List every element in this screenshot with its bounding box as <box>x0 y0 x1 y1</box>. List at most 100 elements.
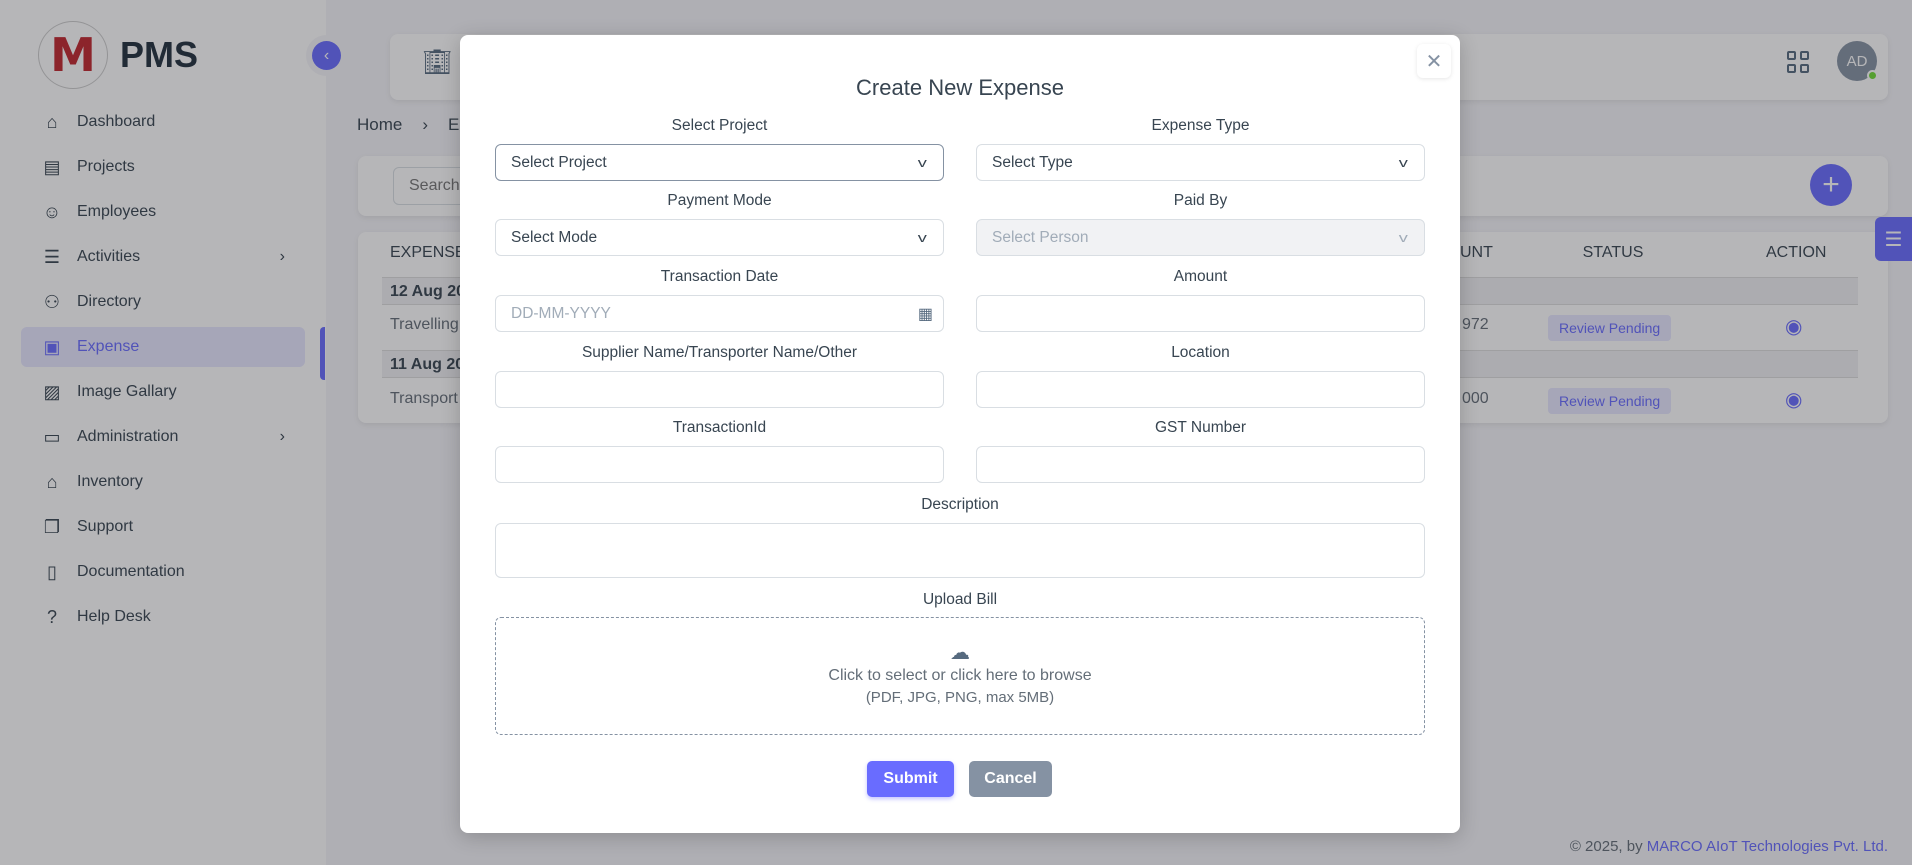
receipt-icon: ▣ <box>43 336 61 357</box>
label-transaction-date: Transaction Date <box>660 268 779 285</box>
sidebar-item-inventory[interactable]: ⌂ Inventory <box>21 462 305 502</box>
label-amount: Amount <box>1173 268 1228 285</box>
payment-mode-select[interactable]: Select Mode v <box>495 219 944 256</box>
sidebar-item-activities[interactable]: ☰ Activities › <box>21 237 305 277</box>
question-icon: ? <box>46 606 57 627</box>
sidebar-item-projects[interactable]: ▤ Projects <box>21 147 305 187</box>
footer-company-link[interactable]: MARCO AIoT Technologies Pvt. Ltd. <box>1646 838 1888 855</box>
status-badge: Review Pending <box>1548 315 1672 341</box>
location-input[interactable] <box>976 371 1425 408</box>
archive-icon: ▭ <box>43 426 61 447</box>
label-location: Location <box>1171 344 1230 361</box>
settings-sliders-icon[interactable]: ☰ <box>1875 217 1912 261</box>
sidebar-item-label: Documentation <box>77 563 185 580</box>
label-payment-mode: Payment Mode <box>667 192 772 209</box>
sidebar-item-label: Support <box>77 518 134 535</box>
sidebar-item-administration[interactable]: ▭ Administration › <box>21 417 305 457</box>
group-date: 11 Aug 20 <box>390 356 465 373</box>
book-icon: ▯ <box>47 561 57 582</box>
label-paid-by: Paid By <box>1173 192 1228 209</box>
col-header-amount: UNT <box>1460 244 1493 261</box>
close-icon[interactable]: ✕ <box>1417 44 1451 78</box>
status-badge: Review Pending <box>1548 388 1672 414</box>
calendar-icon[interactable]: ▦ <box>917 305 933 323</box>
description-textarea[interactable] <box>495 523 1425 578</box>
row-expense-type: Transport <box>390 390 458 407</box>
label-expense-type: Expense Type <box>1151 117 1250 134</box>
sidebar-item-help-desk[interactable]: ? Help Desk <box>21 597 305 637</box>
transaction-id-input[interactable] <box>495 446 944 483</box>
user-icon: ☺ <box>42 201 62 222</box>
row-amount: 972 <box>1462 316 1489 333</box>
sidebar-item-directory[interactable]: ⚇ Directory <box>21 282 305 322</box>
label-gst-number: GST Number <box>1154 419 1247 436</box>
sidebar-item-label: Employees <box>77 203 157 220</box>
sidebar-item-label: Expense <box>77 338 140 355</box>
gallery-icon: ▨ <box>43 381 61 402</box>
list-icon: ☰ <box>43 246 61 267</box>
group-date: 12 Aug 20 <box>390 283 465 300</box>
sidebar: M PMS ⌂ Dashboard ▤ Projects ☺ Employees ☰ Acti… <box>0 0 326 865</box>
sidebar-item-documentation[interactable]: ▯ Documentation <box>21 552 305 592</box>
view-eye-icon[interactable]: ◉ <box>1785 389 1803 411</box>
chevron-right-icon: › <box>422 115 429 134</box>
sidebar-item-image-gallary[interactable]: ▨ Image Gallary <box>21 372 305 412</box>
sidebar-item-label: Directory <box>77 293 142 310</box>
sidebar-item-support[interactable]: ❐ Support <box>21 507 305 547</box>
upload-file-types: (PDF, JPG, PNG, max 5MB) <box>865 689 1055 706</box>
add-expense-button[interactable]: + <box>1810 164 1852 206</box>
sidebar-item-employees[interactable]: ☺ Employees <box>21 192 305 232</box>
chevron-right-icon: › <box>279 428 285 445</box>
chevron-down-icon: v <box>917 230 927 245</box>
building-icon: ▤ <box>43 156 61 177</box>
breadcrumb: Home › E <box>357 115 459 135</box>
cancel-button[interactable]: Cancel <box>969 761 1052 797</box>
users-icon: ⚇ <box>43 291 61 312</box>
label-upload-bill: Upload Bill <box>922 591 998 608</box>
upload-dropzone[interactable]: ☁︎ Click to select or click here to brow… <box>495 617 1425 735</box>
expense-type-select[interactable]: Select Type v <box>976 144 1425 181</box>
sidebar-item-label: Help Desk <box>77 608 151 625</box>
gst-number-input[interactable] <box>976 446 1425 483</box>
apps-grid-icon[interactable] <box>1787 51 1809 73</box>
amount-input[interactable] <box>976 295 1425 332</box>
label-supplier: Supplier Name/Transporter Name/Other <box>581 344 858 361</box>
copy-icon: ❐ <box>43 516 61 537</box>
sidebar-item-dashboard[interactable]: ⌂ Dashboard <box>21 102 305 142</box>
online-status-dot <box>1867 70 1878 81</box>
chevron-down-icon: v <box>1398 155 1408 170</box>
col-header-action: ACTION <box>1766 244 1827 261</box>
chevron-down-icon: v <box>917 155 927 170</box>
upload-instructions: Click to select or click here to browse <box>828 667 1092 684</box>
home-icon: ⌂ <box>46 111 58 132</box>
sidebar-item-expense[interactable]: ▣ Expense <box>21 327 305 367</box>
row-amount: 000 <box>1462 390 1489 407</box>
sidebar-item-label: Dashboard <box>77 113 156 130</box>
submit-button[interactable]: Submit <box>867 761 954 797</box>
building-icon[interactable]: 🏢︎ <box>422 49 453 76</box>
chevron-down-icon: v <box>1398 230 1408 245</box>
label-project: Select Project <box>671 117 768 134</box>
row-expense-type: Travelling <box>390 316 459 333</box>
cloud-upload-icon: ☁︎ <box>950 642 970 664</box>
footer: © 2025, by MARCO AIoT Technologies Pvt. … <box>1570 838 1888 855</box>
sidebar-item-label: Image Gallary <box>77 383 177 400</box>
store-icon: ⌂ <box>46 471 58 492</box>
transaction-date-input[interactable]: DD-MM-YYYY ▦ <box>495 295 944 332</box>
footer-text: © 2025, by <box>1569 838 1647 855</box>
brand-name: PMS <box>120 34 199 75</box>
breadcrumb-home[interactable]: Home <box>357 115 403 134</box>
paid-by-select: Select Person v <box>976 219 1425 256</box>
chevron-right-icon: › <box>279 248 285 265</box>
supplier-input[interactable] <box>495 371 944 408</box>
modal-title: Create New Expense <box>856 75 1064 100</box>
view-eye-icon[interactable]: ◉ <box>1785 316 1803 338</box>
project-select[interactable]: Select Project v <box>495 144 944 181</box>
sidebar-item-label: Administration <box>77 428 179 445</box>
avatar[interactable]: AD <box>1837 41 1878 81</box>
collapse-sidebar-button[interactable]: ‹ <box>312 41 341 70</box>
create-expense-modal: ✕ Create New Expense Select Project Sele… <box>460 35 1460 833</box>
sidebar-item-label: Activities <box>77 248 141 265</box>
col-header-expense: EXPENSE <box>390 244 466 261</box>
active-indicator <box>320 327 325 380</box>
